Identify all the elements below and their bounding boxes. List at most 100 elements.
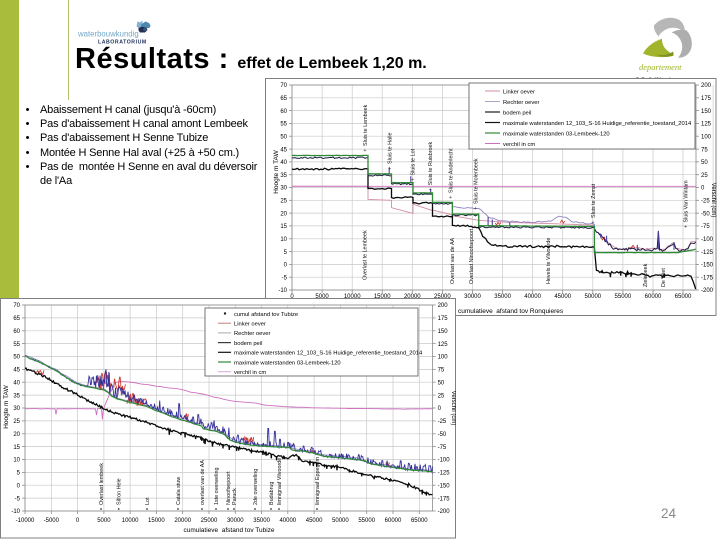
svg-text:Hoogte m TAW: Hoogte m TAW bbox=[3, 384, 10, 428]
svg-text:verchil in cm: verchil in cm bbox=[503, 142, 535, 148]
svg-text:Hevels te Vilvoorde: Hevels te Vilvoorde bbox=[546, 238, 552, 284]
svg-text:Ninoofsepoort: Ninoofsepoort bbox=[226, 471, 232, 505]
svg-text:cumulatieve afstand tov Ronqu: cumulatieve afstand tov Ronquieres bbox=[458, 308, 564, 315]
svg-text:-100: -100 bbox=[438, 458, 451, 464]
svg-text:50000: 50000 bbox=[584, 294, 601, 300]
svg-text:30: 30 bbox=[280, 186, 287, 192]
svg-text:-10: -10 bbox=[11, 509, 20, 515]
svg-text:60: 60 bbox=[280, 109, 287, 115]
svg-text:Sluis te Lot: Sluis te Lot bbox=[411, 148, 417, 175]
svg-text:125: 125 bbox=[701, 122, 712, 128]
svg-text:65000: 65000 bbox=[411, 518, 428, 524]
svg-text:200: 200 bbox=[438, 303, 449, 309]
svg-text:+: + bbox=[592, 220, 595, 226]
svg-text:maximale waterstanden 03-Lembe: maximale waterstanden 03-Lembeek-120 bbox=[234, 360, 341, 366]
svg-text:150: 150 bbox=[701, 109, 712, 115]
svg-text:10: 10 bbox=[13, 458, 20, 464]
svg-text:10: 10 bbox=[280, 237, 287, 243]
svg-text:15000: 15000 bbox=[374, 294, 391, 300]
svg-text:35: 35 bbox=[13, 393, 20, 399]
svg-text:Overlast te Lembeek: Overlast te Lembeek bbox=[363, 230, 369, 280]
svg-text:Linker oever: Linker oever bbox=[503, 89, 535, 95]
svg-text:limnigraaf Eppegem: limnigraaf Eppegem bbox=[315, 457, 321, 505]
svg-text:Overlast van de AA: Overlast van de AA bbox=[450, 237, 456, 284]
svg-text:40: 40 bbox=[280, 160, 287, 166]
svg-text:De Vliet: De Vliet bbox=[661, 268, 667, 287]
svg-text:45: 45 bbox=[13, 368, 20, 374]
svg-text:cumulatieve afstand tov Tubiz: cumulatieve afstand tov Tubize bbox=[183, 527, 274, 534]
svg-text:waterbouwkundig: waterbouwkundig bbox=[77, 30, 139, 39]
svg-text:departement: departement bbox=[639, 62, 682, 72]
svg-text:25: 25 bbox=[13, 419, 20, 425]
svg-text:cumul afstand tov Tubize: cumul afstand tov Tubize bbox=[234, 312, 298, 318]
svg-text:bodem peil: bodem peil bbox=[503, 110, 531, 116]
svg-text:1ste overweling: 1ste overweling bbox=[214, 468, 220, 505]
svg-text:-5: -5 bbox=[282, 275, 288, 281]
svg-text:Verschil (cm): Verschil (cm) bbox=[450, 391, 456, 426]
svg-text:40: 40 bbox=[13, 381, 20, 387]
svg-text:-125: -125 bbox=[701, 250, 714, 256]
svg-text:45000: 45000 bbox=[306, 518, 323, 524]
svg-text:40000: 40000 bbox=[524, 294, 541, 300]
svg-text:Sluis te Lembeek: Sluis te Lembeek bbox=[363, 104, 369, 146]
svg-text:maximale waterstanden 12_103_S: maximale waterstanden 12_103_S-16 Huidig… bbox=[503, 121, 692, 127]
svg-text:Sluis te Halle: Sluis te Halle bbox=[388, 133, 394, 164]
svg-text:40000: 40000 bbox=[279, 518, 296, 524]
svg-text:75: 75 bbox=[438, 368, 445, 374]
svg-text:30000: 30000 bbox=[464, 294, 481, 300]
svg-text:60: 60 bbox=[13, 329, 20, 335]
svg-text:verchil in cm: verchil in cm bbox=[234, 370, 266, 376]
svg-text:50: 50 bbox=[438, 381, 445, 387]
svg-text:-75: -75 bbox=[701, 224, 710, 230]
svg-text:15: 15 bbox=[13, 445, 20, 451]
svg-text:100: 100 bbox=[438, 355, 449, 361]
svg-text:70: 70 bbox=[280, 83, 287, 89]
svg-text:2de overweling: 2de overweling bbox=[253, 469, 259, 505]
svg-text:175: 175 bbox=[701, 96, 712, 102]
svg-text:45000: 45000 bbox=[554, 294, 571, 300]
svg-text:0: 0 bbox=[17, 483, 21, 489]
svg-text:20000: 20000 bbox=[174, 518, 191, 524]
svg-text:35: 35 bbox=[280, 173, 287, 179]
svg-text:55: 55 bbox=[13, 342, 20, 348]
svg-text:15: 15 bbox=[280, 224, 287, 230]
svg-text:5: 5 bbox=[284, 250, 288, 256]
svg-text:150: 150 bbox=[438, 329, 449, 335]
svg-text:+: + bbox=[429, 187, 432, 193]
svg-text:50: 50 bbox=[701, 160, 708, 166]
svg-text:175: 175 bbox=[438, 316, 449, 322]
svg-text:30: 30 bbox=[13, 406, 20, 412]
svg-text:-175: -175 bbox=[438, 496, 451, 502]
svg-text:10000: 10000 bbox=[344, 294, 361, 300]
svg-text:-150: -150 bbox=[701, 263, 714, 269]
svg-text:Linker oever: Linker oever bbox=[234, 322, 266, 328]
svg-text:-5000: -5000 bbox=[44, 518, 60, 524]
svg-text:20000: 20000 bbox=[404, 294, 421, 300]
svg-text:+: + bbox=[411, 178, 414, 184]
svg-text:30000: 30000 bbox=[227, 518, 244, 524]
svg-text:0: 0 bbox=[76, 518, 80, 524]
svg-text:5000: 5000 bbox=[315, 294, 329, 300]
svg-text:-50: -50 bbox=[701, 211, 710, 217]
svg-text:0: 0 bbox=[438, 406, 442, 412]
svg-text:70: 70 bbox=[13, 303, 20, 309]
svg-text:+: + bbox=[474, 206, 477, 212]
svg-text:45: 45 bbox=[280, 147, 287, 153]
svg-text:0: 0 bbox=[290, 294, 294, 300]
svg-text:100: 100 bbox=[701, 135, 712, 141]
svg-text:5: 5 bbox=[17, 471, 21, 477]
svg-text:-10000: -10000 bbox=[16, 518, 35, 524]
svg-text:Overlast Ninoofsepoort: Overlast Ninoofsepoort bbox=[469, 228, 475, 284]
svg-text:15000: 15000 bbox=[148, 518, 165, 524]
svg-text:Sluis te Molenbeek: Sluis te Molenbeek bbox=[473, 158, 479, 204]
svg-text:35000: 35000 bbox=[253, 518, 270, 524]
svg-text:75: 75 bbox=[701, 147, 708, 153]
svg-text:overlast van de AA: overlast van de AA bbox=[200, 460, 206, 505]
svg-text:20: 20 bbox=[13, 432, 20, 438]
svg-text:50: 50 bbox=[13, 355, 20, 361]
svg-text:maximale waterstanden 12_103_S: maximale waterstanden 12_103_S-16 Huidig… bbox=[234, 351, 423, 357]
svg-text:Sluis Van Wintam: Sluis Van Wintam bbox=[684, 180, 690, 223]
svg-text:maximale waterstanden 03-Lembe: maximale waterstanden 03-Lembeek-120 bbox=[503, 131, 610, 137]
svg-text:35000: 35000 bbox=[494, 294, 511, 300]
svg-text:Budabrug: Budabrug bbox=[269, 482, 275, 505]
